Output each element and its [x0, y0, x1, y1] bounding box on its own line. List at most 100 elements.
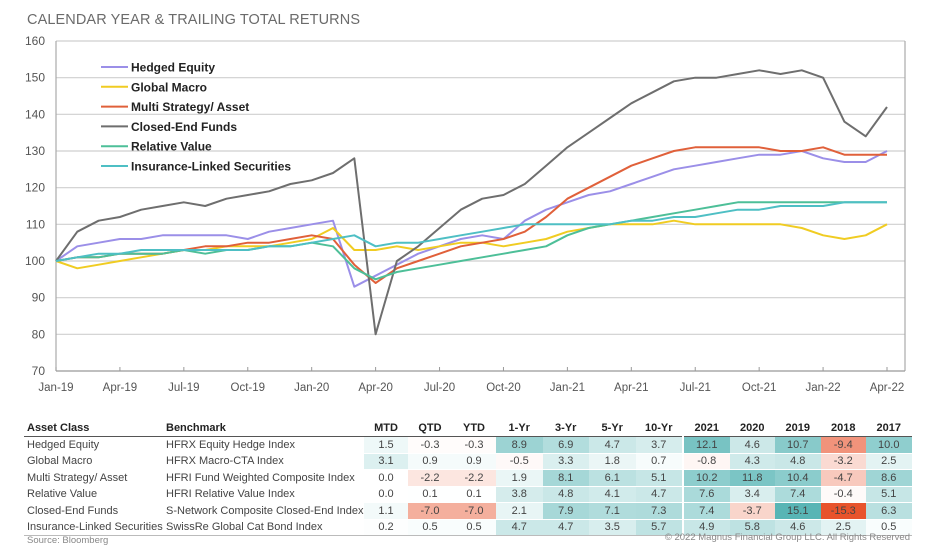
return-cell: -2.2 — [452, 469, 496, 487]
return-cell: -2.2 — [408, 469, 452, 487]
header-3-yr: 3-Yr — [542, 420, 589, 437]
return-cell: 0.7 — [635, 453, 682, 470]
y-tick-label: 130 — [25, 144, 45, 158]
x-tick-label: Jan-19 — [38, 382, 73, 394]
y-tick-label: 80 — [32, 327, 46, 341]
return-cell: 0.5 — [866, 519, 912, 536]
return-cell: 0.2 — [364, 519, 408, 536]
return-cell: 8.1 — [542, 469, 589, 487]
x-tick-label: Jul-20 — [424, 382, 455, 394]
header-1-yr: 1-Yr — [496, 420, 543, 437]
table-header-row: Asset Class Benchmark MTD QTD YTD 1-Yr 3-Yr 5… — [24, 420, 682, 437]
return-cell: 4.8 — [775, 453, 821, 470]
return-cell: 4.7 — [635, 486, 682, 503]
return-cell: -0.5 — [496, 453, 543, 470]
return-cell: 3.8 — [496, 486, 543, 503]
x-tick-label: Jan-22 — [805, 382, 840, 394]
return-cell: 7.6 — [684, 486, 730, 503]
x-tick-label: Oct-20 — [486, 382, 521, 394]
table-row: 7.4 -3.7 15.1 -15.3 6.3 — [684, 502, 912, 520]
series-line-hedged-equity — [55, 150, 888, 288]
x-tick-label: Apr-21 — [614, 382, 649, 394]
return-cell: 3.3 — [542, 453, 589, 470]
chart-title: CALENDAR YEAR & TRAILING TOTAL RETURNS — [27, 12, 361, 28]
return-cell: 10.2 — [684, 469, 730, 487]
return-cell: 3.1 — [364, 453, 408, 470]
y-tick-label: 140 — [25, 107, 45, 121]
return-cell: 8.9 — [496, 436, 543, 454]
y-tick-label: 120 — [25, 181, 45, 195]
return-cell: 0.1 — [452, 486, 496, 503]
x-tick-label: Jan-20 — [294, 382, 329, 394]
series-line-insurance-linked-securities — [55, 201, 887, 262]
return-cell: -3.2 — [820, 453, 866, 470]
source-note: Source: Bloomberg — [27, 535, 109, 546]
series-line-relative-value — [55, 201, 887, 281]
axes: 160 150 140 130 120 110 100 90 80 70 Jan-19 Apr-19 J… — [25, 34, 906, 394]
return-cell: -0.8 — [684, 453, 730, 470]
asset-class-cell: Hedged Equity — [24, 436, 163, 454]
return-cell: 5.1 — [635, 469, 682, 487]
return-cell: 6.9 — [542, 436, 589, 454]
return-cell: 6.3 — [866, 502, 912, 520]
return-cell: -0.3 — [452, 436, 496, 454]
return-cell: -15.3 — [820, 502, 866, 520]
y-tick-label: 110 — [26, 217, 45, 231]
return-cell: 7.4 — [775, 486, 821, 503]
return-cell: 6.1 — [589, 469, 636, 487]
return-cell: -7.0 — [452, 502, 496, 520]
y-tick-label: 160 — [25, 34, 45, 48]
return-cell: -0.4 — [820, 486, 866, 503]
benchmark-cell: HFRX Equity Hedge Index — [163, 436, 364, 454]
return-cell: 0.5 — [452, 519, 496, 536]
legend-label: Multi Strategy/ Asset — [131, 100, 249, 114]
return-cell: 3.4 — [729, 486, 775, 503]
line-chart: 160 150 140 130 120 110 100 90 80 70 Jan-19 Apr-19 J… — [25, 34, 906, 394]
legend-label: Hedged Equity — [131, 61, 215, 75]
asset-class-cell: Insurance-Linked Securities — [24, 519, 163, 536]
return-cell: 7.9 — [542, 502, 589, 520]
x-tick-label: Jul-19 — [168, 382, 199, 394]
header-2018: 2018 — [820, 420, 866, 437]
legend-label: Global Macro — [131, 80, 207, 94]
return-cell: 2.1 — [496, 502, 543, 520]
x-tick-label: Jan-21 — [550, 382, 585, 394]
return-cell: -4.7 — [820, 469, 866, 487]
return-cell: 0.1 — [408, 486, 452, 503]
series-lines — [55, 69, 888, 336]
returns-table-calendar: 2021 2020 2019 2018 2017 12.1 4.6 10.7 -9.4 10.0… — [684, 420, 912, 536]
x-tick-label: Apr-20 — [358, 382, 393, 394]
header-qtd: QTD — [408, 420, 452, 437]
header-2021: 2021 — [684, 420, 730, 437]
return-cell: 0.0 — [364, 486, 408, 503]
legend: Hedged Equity Global Macro Multi Strategy/… — [101, 61, 291, 174]
header-10-yr: 10-Yr — [635, 420, 682, 437]
return-cell: 3.5 — [589, 519, 636, 536]
return-cell: -7.0 — [408, 502, 452, 520]
y-tick-label: 90 — [32, 291, 46, 305]
return-cell: 10.7 — [775, 436, 821, 454]
return-cell: 11.8 — [729, 469, 775, 487]
benchmark-cell: HFRI Relative Value Index — [163, 486, 364, 503]
table-row: Multi Strategy/ Asset HFRI Fund Weighted … — [24, 469, 682, 487]
series-line-multi-strategy-asset — [55, 146, 887, 284]
return-cell: 0.9 — [452, 453, 496, 470]
return-cell: 5.7 — [635, 519, 682, 536]
return-cell: 3.7 — [635, 436, 682, 454]
returns-table-trailing: Asset Class Benchmark MTD QTD YTD 1-Yr 3-Yr 5… — [24, 420, 682, 536]
return-cell: -3.7 — [729, 502, 775, 520]
header-5-yr: 5-Yr — [589, 420, 636, 437]
return-cell: 1.9 — [496, 469, 543, 487]
x-tick-label: Jul-21 — [680, 382, 711, 394]
table-row: 7.6 3.4 7.4 -0.4 5.1 — [684, 486, 912, 503]
y-tick-label: 70 — [32, 364, 46, 378]
x-tick-label: Apr-22 — [870, 382, 905, 394]
y-tick-label: 150 — [25, 71, 45, 85]
return-cell: 0.5 — [408, 519, 452, 536]
return-cell: 0.0 — [364, 469, 408, 487]
asset-class-cell: Relative Value — [24, 486, 163, 503]
return-cell: 7.3 — [635, 502, 682, 520]
return-cell: 2.5 — [820, 519, 866, 536]
return-cell: 1.1 — [364, 502, 408, 520]
header-2020: 2020 — [729, 420, 775, 437]
